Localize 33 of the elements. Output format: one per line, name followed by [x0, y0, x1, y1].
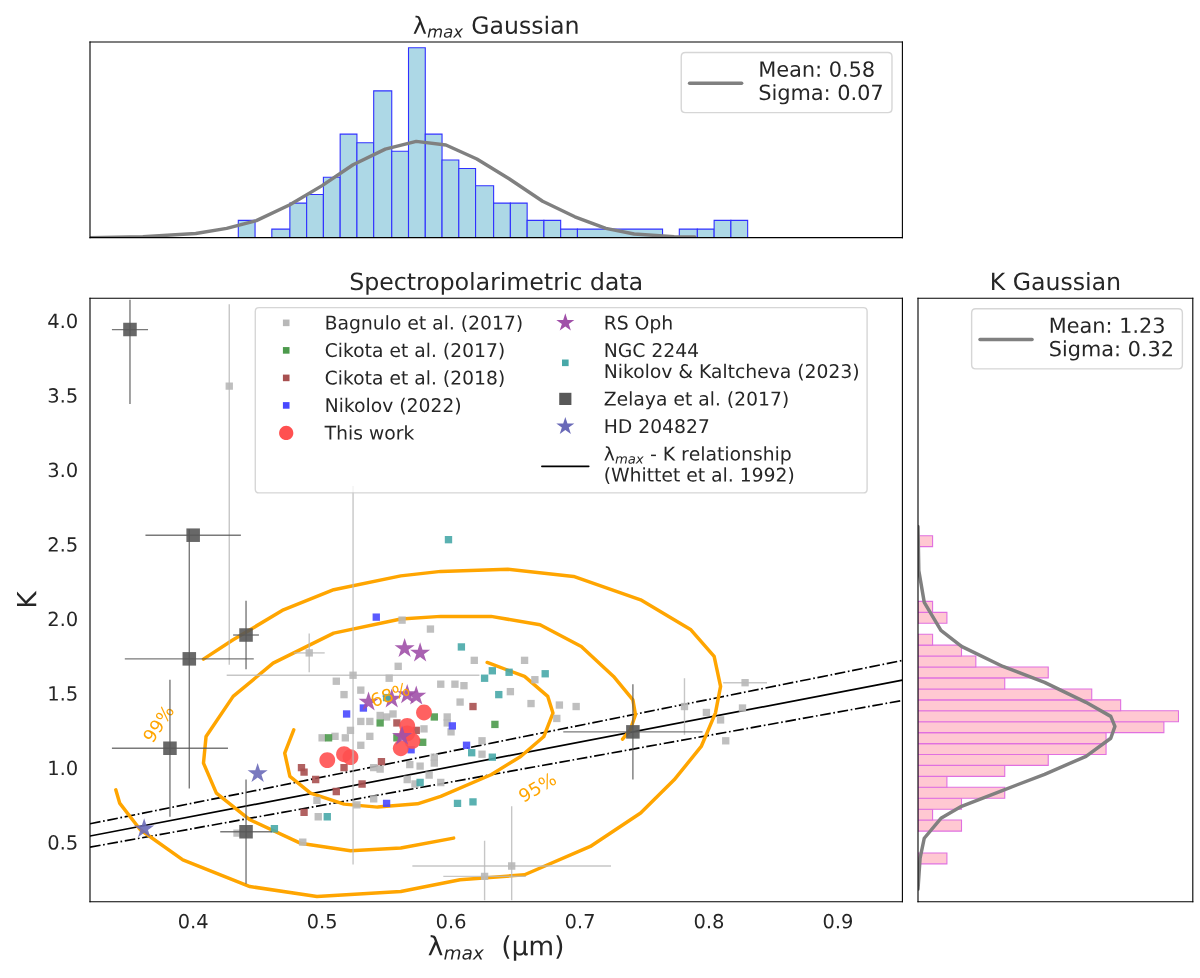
y-tick-label: 3.0	[48, 462, 77, 478]
y-tick-label: 2.5	[48, 537, 77, 552]
legend-label: Mean: 1.23 Sigma: 0.32	[1050, 317, 1172, 361]
x-tick-label: 0.4	[178, 913, 208, 929]
legend-label: Bagnulo et al. (2017)	[326, 315, 522, 334]
legend-label: HD 204827	[605, 419, 709, 434]
y-tick-label: 2.0	[48, 611, 77, 627]
annotation: 68%	[369, 681, 411, 708]
legend-label: NGC 2244 Nikolov & Kaltcheva (2023)	[605, 343, 858, 381]
chart-title: K Gaussian	[992, 272, 1120, 291]
y-tick-label: 3.5	[48, 388, 77, 403]
legend-label: This work	[324, 425, 415, 440]
legend-label: Cikota et al. (2017)	[325, 342, 504, 360]
legend-label: Cikota et al. (2018)	[325, 370, 504, 387]
chart-title: Spectropolarimetric data	[350, 272, 641, 295]
y-tick-label: 1.5	[49, 686, 77, 701]
legend-label: Zelaya et al. (2017)	[604, 391, 788, 410]
x-tick-label: 0.5	[307, 913, 336, 929]
x-axis-title: λ$_{max}$ (μm)	[428, 935, 563, 961]
legend-label: Mean: 0.58 Sigma: 0.07	[759, 61, 882, 105]
y-tick-label: 1.0	[49, 760, 77, 776]
legend-label: RS Oph	[605, 315, 672, 334]
chart-title: λ$_{max}$ Gaussian	[413, 15, 578, 38]
x-tick-label: 0.6	[436, 913, 466, 929]
y-tick-label: 0.5	[48, 835, 77, 850]
x-tick-label: 0.8	[694, 913, 724, 929]
legend-label: Nikolov (2022)	[326, 397, 461, 415]
annotation: 95%	[517, 771, 558, 803]
x-tick-label: 0.7	[565, 913, 594, 929]
legend-label: λ$_{max}$ - K relationship (Whittet et al. 1992)	[604, 446, 794, 484]
y-tick-label: 4.0	[48, 313, 77, 329]
x-tick-label: 0.9	[823, 913, 853, 929]
y-axis-title: K	[16, 590, 37, 607]
